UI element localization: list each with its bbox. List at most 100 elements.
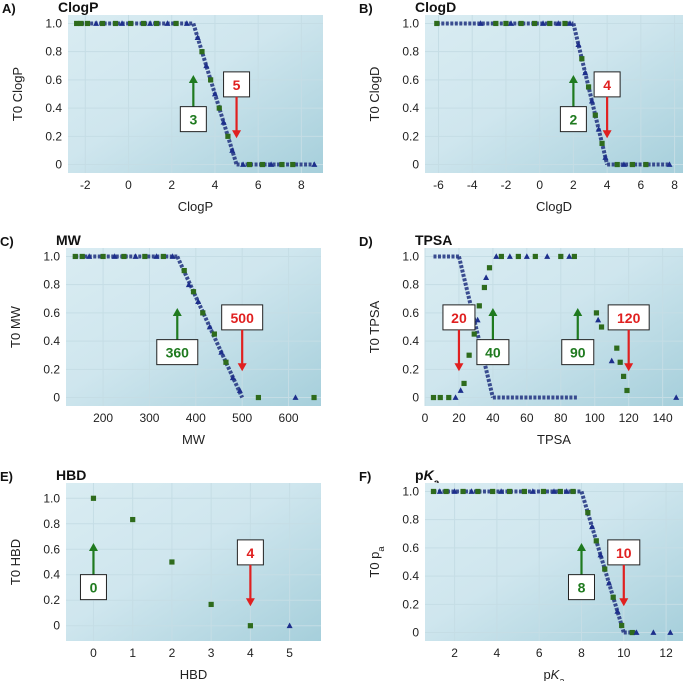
data-point-square: [443, 488, 449, 495]
x-tick-label: 1: [129, 646, 136, 660]
data-point-square: [160, 253, 166, 260]
data-point-triangle: [268, 161, 275, 167]
data-point-square: [141, 20, 147, 27]
upper-threshold-label: 500: [231, 310, 255, 326]
y-tick-label: 1.0: [402, 249, 419, 263]
panel-title: MW: [56, 232, 82, 248]
x-tick-label: 400: [186, 411, 206, 425]
x-tick-label: 140: [653, 411, 673, 425]
lower-threshold-arrowhead: [188, 75, 198, 84]
data-point-triangle: [240, 161, 247, 167]
x-axis-label-main: HBD: [180, 667, 207, 681]
x-tick-label: 12: [659, 646, 673, 660]
y-tick-label: 0.2: [402, 597, 419, 611]
upper-threshold-arrowhead: [624, 363, 634, 372]
panel-letter: F): [359, 469, 371, 484]
data-point-square: [466, 352, 472, 358]
x-tick-label: 300: [139, 411, 159, 425]
lower-threshold-label: 90: [570, 345, 586, 361]
y-tick-label: 0.6: [402, 306, 419, 320]
upper-threshold-box: [607, 539, 641, 566]
plot-background: [425, 15, 683, 173]
y-tick-label: 0: [412, 158, 419, 172]
data-point-square: [506, 488, 513, 495]
data-point-square: [617, 359, 623, 365]
italic-k: K: [551, 667, 561, 681]
panel-title-main: p: [415, 467, 424, 483]
lower-threshold-box: [559, 106, 587, 133]
panel-title: TPSA: [415, 232, 452, 248]
data-point-square: [585, 84, 592, 90]
data-point-square: [223, 359, 229, 365]
y-tick-label: 1.0: [402, 484, 419, 498]
data-point-triangle: [457, 387, 464, 393]
data-point-triangle: [477, 20, 484, 26]
data-point-square: [84, 20, 91, 27]
data-point-square: [486, 265, 493, 271]
data-point-triangle: [614, 608, 621, 614]
data-point-triangle: [563, 488, 570, 494]
data-point-square: [430, 488, 437, 495]
data-point-triangle: [206, 323, 213, 330]
data-point-square: [200, 310, 206, 316]
y-tick-label: 0.2: [43, 593, 60, 607]
lower-threshold-arrowhead: [573, 308, 583, 317]
data-point-triangle: [608, 357, 615, 364]
panel-letter: E): [0, 469, 13, 484]
y-axis-label-subscript: a: [376, 546, 386, 552]
data-point-triangle: [551, 488, 557, 494]
data-point-square: [598, 324, 605, 330]
data-point-triangle: [493, 253, 500, 259]
data-point-triangle: [93, 20, 100, 26]
data-point-square: [190, 289, 197, 295]
y-axis-label: T0 TPSA: [367, 300, 382, 353]
data-point-triangle: [218, 349, 225, 355]
data-point-triangle: [555, 20, 562, 26]
data-point-square: [446, 394, 452, 401]
panel-d: D) TPSA 0 0.2 0.4 0.6 0.8 1.0 0 20 40 60 80 100 120 140…: [359, 232, 683, 447]
x-tick-label: 3: [208, 646, 215, 660]
y-tick-label: 0: [412, 626, 419, 640]
panel-title: HBD: [56, 467, 86, 483]
x-tick-label: 60: [520, 411, 534, 425]
data-point-triangle: [544, 253, 551, 259]
data-point-square: [585, 510, 591, 516]
y-axis-label-main: T0 ClogP: [10, 67, 25, 121]
data-point-triangle: [220, 119, 227, 125]
data-point-triangle: [498, 488, 505, 494]
data-point-square: [211, 331, 217, 337]
data-point-square: [481, 284, 488, 291]
data-point-triangle: [286, 622, 293, 629]
x-tick-label: 6: [637, 178, 644, 192]
data-point-square: [99, 20, 106, 27]
data-point-triangle: [523, 253, 530, 259]
upper-threshold-arrowhead: [237, 363, 247, 372]
data-point-square: [503, 20, 509, 27]
data-point-triangle: [605, 579, 612, 586]
x-tick-label: 2: [570, 178, 577, 192]
upper-threshold-arrowhead: [619, 598, 629, 607]
data-point-square: [142, 253, 148, 260]
data-point-triangle: [595, 126, 602, 132]
y-axis-label: T0 ClogP: [10, 67, 25, 121]
upper-threshold-label: 4: [246, 545, 254, 561]
panel-letter: A): [2, 1, 16, 16]
x-axis-label: MW: [182, 432, 206, 447]
data-point-square: [461, 380, 467, 387]
data-point-square: [112, 20, 119, 27]
x-tick-label: 0: [536, 178, 543, 192]
x-tick-label: -6: [433, 178, 444, 192]
y-tick-label: 0.4: [402, 334, 419, 348]
y-axis-label: T0 pa: [367, 546, 386, 578]
y-tick-label: 0: [55, 158, 62, 172]
y-tick-label: 0.8: [43, 517, 60, 531]
desirability-line: [457, 255, 495, 399]
upper-threshold-label: 20: [451, 310, 467, 326]
x-tick-label: 8: [298, 178, 305, 192]
data-point-triangle: [311, 161, 318, 167]
y-axis-label-main: T0 TPSA: [367, 300, 382, 353]
y-tick-label: 0.4: [45, 101, 62, 115]
data-point-triangle: [474, 316, 481, 323]
data-point-triangle: [506, 253, 513, 259]
y-tick-label: 1.0: [43, 249, 60, 263]
